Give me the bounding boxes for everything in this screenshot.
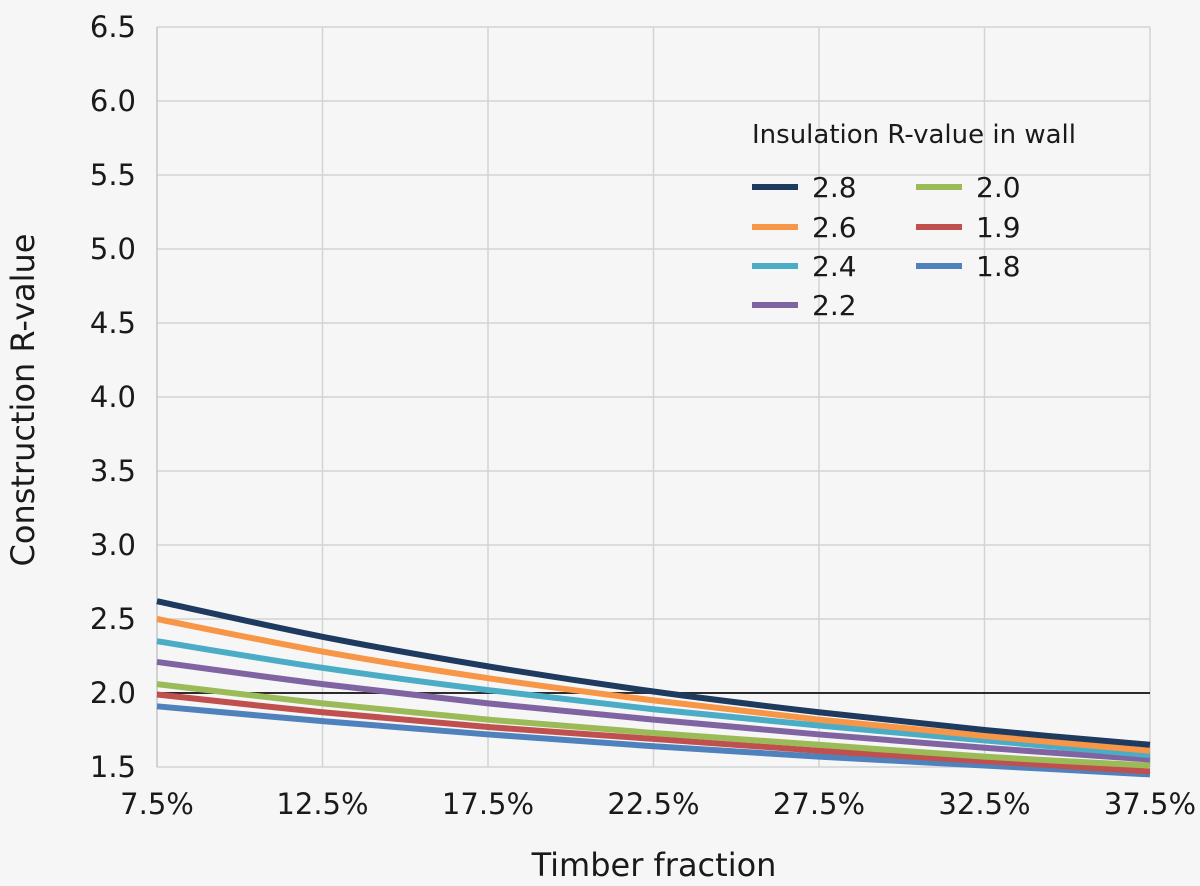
legend-title: Insulation R-value in wall xyxy=(752,120,1076,150)
x-tick-label: 17.5% xyxy=(442,787,534,821)
y-tick-label: 5.5 xyxy=(90,158,136,192)
y-axis-title: Construction R-value xyxy=(4,234,42,567)
series-line-2-0 xyxy=(156,681,1151,769)
y-tick-label: 4.5 xyxy=(90,306,136,340)
x-tick-label: 37.5% xyxy=(1104,787,1196,821)
series-line-1-9 xyxy=(156,691,1151,775)
legend-label: 2.0 xyxy=(976,171,1021,204)
legend-label: 1.8 xyxy=(976,250,1021,283)
series-line-1-8 xyxy=(156,703,1151,778)
legend-label: 2.8 xyxy=(812,171,857,204)
y-tick-label: 5.0 xyxy=(90,232,136,266)
series-layer xyxy=(156,598,1151,778)
legend-label: 2.4 xyxy=(812,250,857,283)
y-tick-label: 2.5 xyxy=(90,602,136,636)
y-tick-label: 6.0 xyxy=(90,84,136,118)
x-tick-label: 7.5% xyxy=(120,787,194,821)
legend-label: 2.2 xyxy=(812,289,857,322)
series-line-2-8 xyxy=(156,598,1151,748)
legend-label: 1.9 xyxy=(976,211,1021,244)
y-tick-label: 4.0 xyxy=(90,380,136,414)
x-tick-label: 27.5% xyxy=(773,787,865,821)
x-axis-title: Timber fraction xyxy=(531,846,777,884)
y-tick-label: 2.0 xyxy=(90,676,136,710)
y-axis-ticks: 1.5 2.0 2.5 3.0 3.5 4.0 4.5 5.0 5.5 6.0 6.5 xyxy=(90,10,136,784)
x-tick-label: 32.5% xyxy=(938,787,1030,821)
y-tick-label: 1.5 xyxy=(90,750,136,784)
series-line-2-2 xyxy=(156,658,1151,763)
series-line-2-6 xyxy=(156,616,1151,754)
x-tick-label: 22.5% xyxy=(607,787,699,821)
legend-label: 2.6 xyxy=(812,211,857,244)
series-line-2-4 xyxy=(156,638,1151,759)
legend: Insulation R-value in wall 2.8 2.6 2.4 2.2 2… xyxy=(752,120,1076,322)
x-tick-label: 12.5% xyxy=(276,787,368,821)
y-tick-label: 6.5 xyxy=(90,10,136,44)
grid xyxy=(156,26,1151,768)
y-tick-label: 3.5 xyxy=(90,454,136,488)
y-tick-label: 3.0 xyxy=(90,528,136,562)
x-axis-ticks: 7.5% 12.5% 17.5% 22.5% 27.5% 32.5% 37.5% xyxy=(120,787,1196,821)
